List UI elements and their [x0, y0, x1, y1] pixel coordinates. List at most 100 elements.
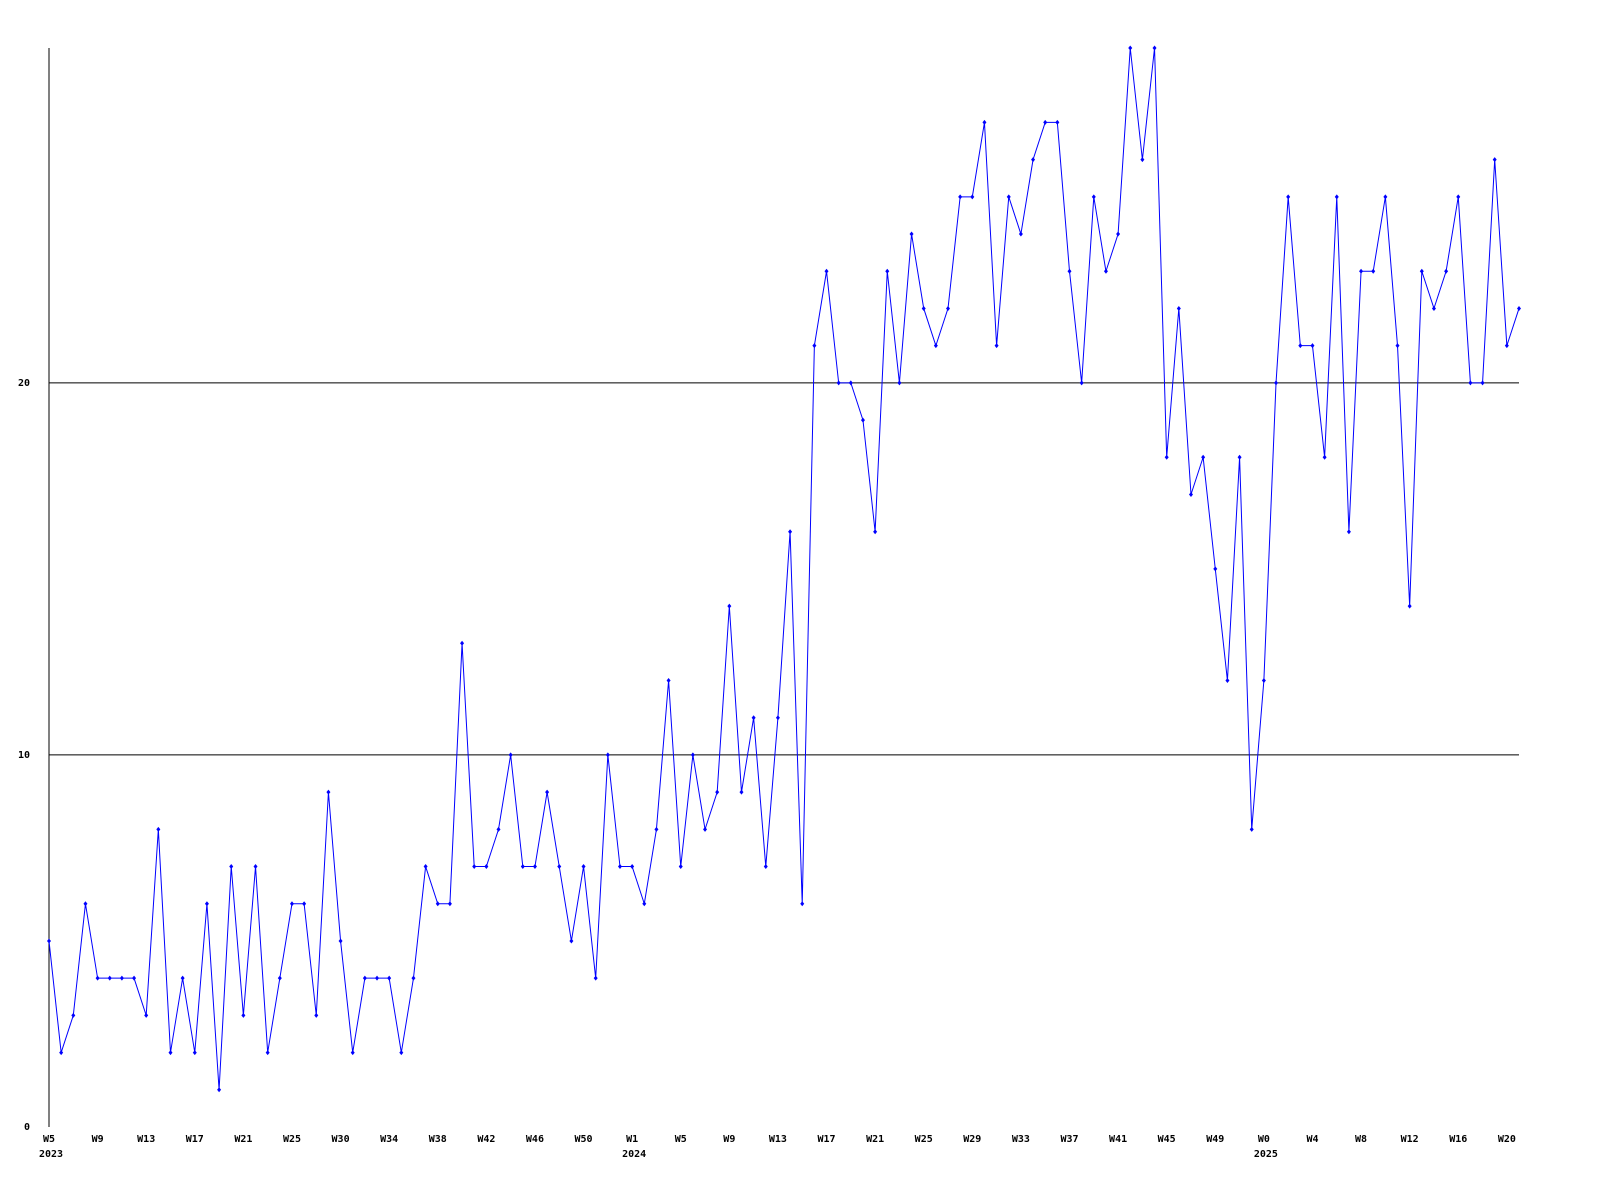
marker	[703, 826, 708, 832]
marker	[617, 864, 622, 870]
marker	[277, 975, 282, 981]
y-tick-label: 10	[18, 750, 30, 761]
marker	[107, 975, 112, 981]
marker	[375, 975, 380, 981]
marker	[1237, 454, 1242, 460]
marker	[204, 901, 209, 907]
marker	[1091, 194, 1096, 200]
marker	[642, 901, 647, 907]
marker	[1152, 45, 1157, 51]
x-tick-label: W5	[675, 1134, 687, 1145]
marker	[1103, 268, 1108, 274]
marker	[217, 1087, 222, 1093]
marker	[71, 1012, 76, 1018]
marker	[727, 603, 732, 609]
marker	[1164, 454, 1169, 460]
marker	[168, 1050, 173, 1056]
marker	[788, 529, 793, 535]
marker	[836, 380, 841, 386]
marker	[326, 789, 331, 795]
x-tick-label: W38	[429, 1134, 447, 1145]
marker	[1346, 529, 1351, 535]
marker	[532, 864, 537, 870]
marker	[435, 901, 440, 907]
x-tick-label: W33	[1012, 1134, 1030, 1145]
x-tick-label: W41	[1109, 1134, 1127, 1145]
x-tick-label: W5	[43, 1134, 55, 1145]
marker	[265, 1050, 270, 1056]
x-tick-label: W25	[283, 1134, 301, 1145]
x-tick-label: W42	[477, 1134, 495, 1145]
marker	[411, 975, 416, 981]
marker	[95, 975, 100, 981]
marker	[1225, 678, 1230, 684]
x-tick-label: W9	[723, 1134, 735, 1145]
marker	[909, 231, 914, 237]
marker	[423, 864, 428, 870]
marker	[1128, 45, 1133, 51]
marker	[144, 1012, 149, 1018]
marker	[897, 380, 902, 386]
marker	[1504, 343, 1509, 349]
marker	[59, 1050, 64, 1056]
marker	[933, 343, 938, 349]
marker	[1067, 268, 1072, 274]
marker	[921, 305, 926, 311]
x-tick-label: W34	[380, 1134, 398, 1145]
marker	[1213, 566, 1218, 572]
marker	[848, 380, 853, 386]
marker	[1298, 343, 1303, 349]
marker	[241, 1012, 246, 1018]
marker	[630, 864, 635, 870]
marker	[1395, 343, 1400, 349]
marker	[1517, 305, 1521, 311]
x-tick-label: W8	[1355, 1134, 1367, 1145]
marker	[1371, 268, 1376, 274]
marker	[362, 975, 367, 981]
x-tick-label: W1	[626, 1134, 638, 1145]
x-tick-label: W30	[332, 1134, 350, 1145]
marker	[593, 975, 598, 981]
y-tick-label: 20	[18, 378, 30, 389]
marker	[763, 864, 768, 870]
marker	[387, 975, 392, 981]
x-tick-label: W49	[1206, 1134, 1224, 1145]
marker	[1116, 231, 1121, 237]
marker	[1274, 380, 1279, 386]
year-label: 2024	[622, 1149, 646, 1160]
marker	[132, 975, 137, 981]
marker	[715, 789, 720, 795]
marker	[1055, 119, 1060, 125]
marker	[569, 938, 574, 944]
marker	[1431, 305, 1436, 311]
marker	[812, 343, 817, 349]
marker	[47, 938, 51, 944]
marker	[314, 1012, 319, 1018]
marker	[1176, 305, 1181, 311]
marker	[1383, 194, 1388, 200]
marker	[800, 901, 805, 907]
marker	[1456, 194, 1461, 200]
marker	[581, 864, 586, 870]
marker	[666, 678, 671, 684]
marker	[982, 119, 987, 125]
year-label: 2025	[1254, 1149, 1278, 1160]
marker	[873, 529, 878, 535]
marker	[1310, 343, 1315, 349]
marker	[192, 1050, 197, 1056]
marker	[654, 826, 659, 832]
line	[48, 47, 1520, 1090]
marker	[484, 864, 489, 870]
marker	[1444, 268, 1449, 274]
marker	[557, 864, 562, 870]
y-tick-label: 0	[24, 1122, 30, 1133]
marker	[994, 343, 999, 349]
marker	[885, 268, 890, 274]
marker	[399, 1050, 404, 1056]
x-tick-label: W21	[234, 1134, 252, 1145]
marker	[1480, 380, 1485, 386]
marker	[946, 305, 951, 311]
marker	[824, 268, 829, 274]
marker	[338, 938, 343, 944]
